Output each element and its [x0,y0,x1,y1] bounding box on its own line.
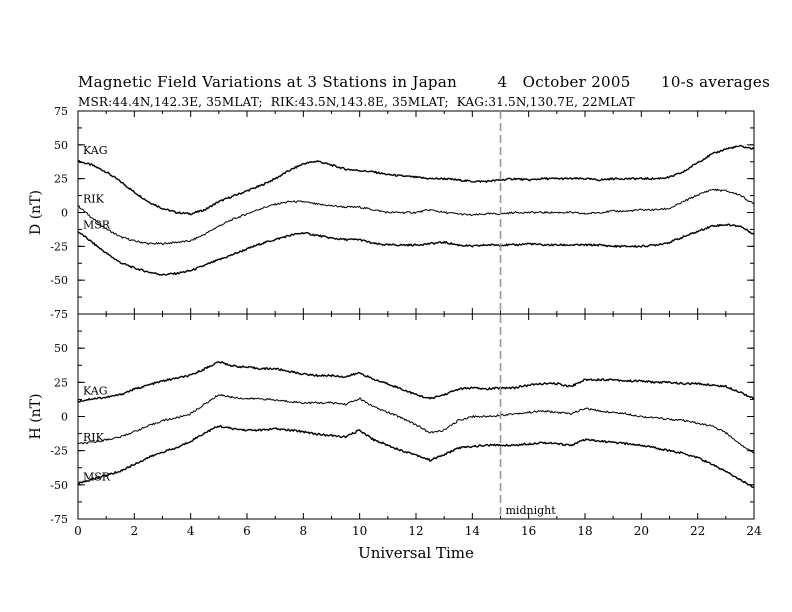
y-tick-label-D: 50 [54,139,68,152]
y-tick-label-D: 75 [54,105,68,118]
y-tick-label-D: 0 [61,207,68,220]
y-tick-label-H: -50 [50,479,68,492]
series-label-H-RIK: RIK [83,431,105,444]
x-tick-label: 16 [521,524,536,538]
x-tick-label: 12 [408,524,423,538]
series-label-H-KAG: KAG [83,384,108,397]
station-coordinates: MSR:44.4N,142.3E, 35MLAT; RIK:43.5N,143.… [78,95,635,109]
y-axis-label-H: H (nT) [28,394,44,440]
y-axis-label-D: D (nT) [28,190,44,235]
series-line-H-RIK [77,394,755,454]
series-label-D-RIK: RIK [83,193,105,206]
y-tick-label-D: -50 [50,274,68,287]
series-line-H-KAG [77,361,755,403]
x-tick-label: 20 [634,524,649,538]
series-line-H-MSR [77,425,755,489]
x-tick-label: 6 [243,524,251,538]
x-tick-label: 0 [74,524,82,538]
series-line-D-RIK [77,188,755,246]
series-label-D-MSR: MSR [83,218,111,231]
x-tick-label: 24 [746,524,762,538]
y-tick-label-H: 50 [54,342,68,355]
x-axis-label: Universal Time [358,544,474,562]
y-tick-label-D: 25 [54,173,68,186]
x-tick-label: 14 [465,524,481,538]
y-tick-label-H: 25 [54,376,68,389]
y-tick-label-H: 0 [61,411,68,424]
x-tick-label: 10 [352,524,367,538]
y-tick-label-H: -75 [50,513,68,526]
y-tick-label-D: -75 [50,308,68,321]
x-tick-label: 2 [131,524,139,538]
series-label-H-MSR: MSR [83,470,111,483]
x-tick-label: 8 [300,524,308,538]
x-tick-label: 22 [690,524,705,538]
x-tick-label: 18 [577,524,592,538]
midnight-marker-label: midnight [506,504,557,517]
x-tick-label: 4 [187,524,195,538]
y-tick-label-D: -25 [50,240,68,253]
series-line-D-KAG [77,144,755,216]
panel-frame-H [77,313,755,520]
y-tick-label-H: -25 [50,445,68,458]
chart-title: Magnetic Field Variations at 3 Stations … [78,73,771,91]
series-line-D-MSR [77,223,755,276]
series-label-D-KAG: KAG [83,144,108,157]
